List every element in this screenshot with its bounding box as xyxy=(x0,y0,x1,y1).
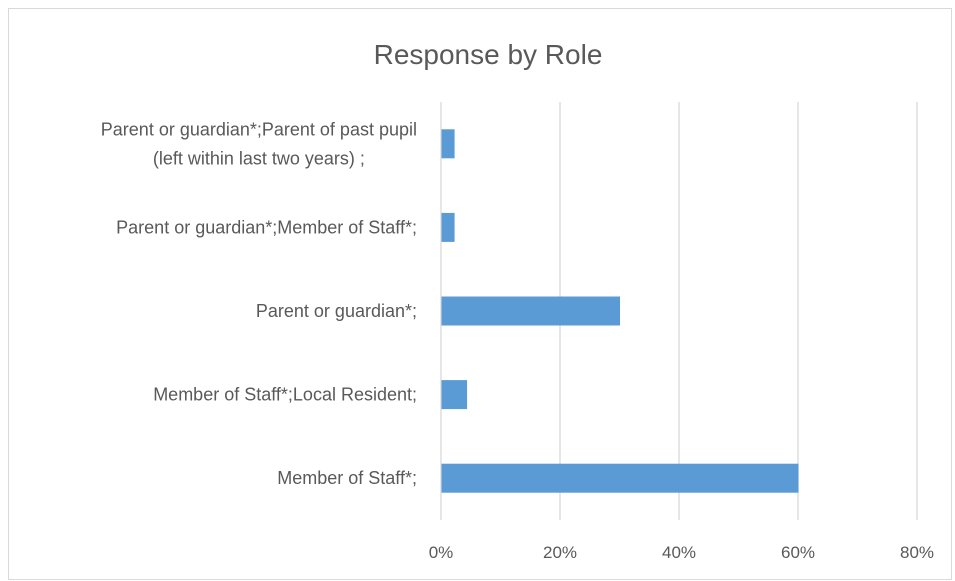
category-label: (left within last two years) ; xyxy=(153,148,365,168)
x-tick-label: 0% xyxy=(429,543,454,562)
bar xyxy=(441,296,620,326)
bar xyxy=(441,212,455,242)
category-label: Member of Staff*;Local Resident; xyxy=(153,385,417,405)
category-label: Parent or guardian*;Parent of past pupil xyxy=(101,119,417,139)
bar xyxy=(441,129,455,159)
x-tick-label: 40% xyxy=(662,543,696,562)
x-tick-labels: 0% 20% 40% 60% 80% xyxy=(429,543,934,562)
bar xyxy=(441,463,799,493)
chart-title: Response by Role xyxy=(374,39,603,70)
category-label: Member of Staff*; xyxy=(277,468,417,488)
bars xyxy=(441,129,799,493)
category-label: Parent or guardian*; xyxy=(256,301,417,321)
x-tick-label: 80% xyxy=(900,543,934,562)
x-tick-label: 60% xyxy=(781,543,815,562)
category-label: Parent or guardian*;Member of Staff*; xyxy=(116,217,417,237)
bar xyxy=(441,380,468,410)
x-tick-label: 20% xyxy=(543,543,577,562)
category-labels: Parent or guardian*;Parent of past pupil… xyxy=(101,119,417,488)
